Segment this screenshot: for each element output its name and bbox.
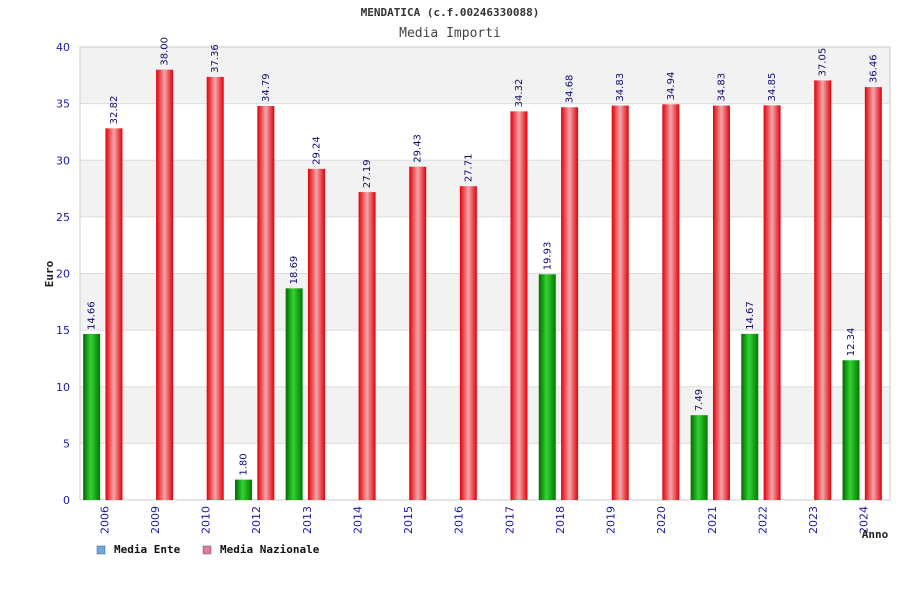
bar-media-nazionale: [864, 87, 882, 500]
bar-value-label: 38.00: [160, 37, 171, 66]
y-tick-label: 30: [56, 154, 70, 167]
bar-media-nazionale: [358, 192, 376, 501]
legend-label-media-ente: Media Ente: [114, 543, 181, 556]
chart-title: MENDATICA (c.f.00246330088): [361, 6, 540, 19]
bar-value-label: 34.94: [666, 72, 677, 101]
bar-value-label: 34.79: [261, 73, 272, 102]
y-tick-label: 35: [56, 98, 70, 111]
plot-border: [79, 46, 891, 501]
bar-value-label: 27.19: [362, 159, 373, 188]
bar-media-nazionale: [561, 107, 579, 501]
bar-media-nazionale: [763, 105, 781, 500]
bar-media-ente: [538, 274, 556, 500]
y-tick-label: 15: [56, 324, 70, 337]
bar-value-label: 29.43: [413, 134, 424, 163]
bar-media-nazionale: [156, 69, 174, 501]
bar-media-nazionale: [814, 80, 832, 500]
bar-value-label: 12.34: [846, 328, 857, 357]
y-tick-label: 25: [56, 211, 70, 224]
y-tick-label: 0: [63, 494, 70, 507]
bar-value-label: 27.71: [463, 154, 474, 183]
bar-media-nazionale: [257, 106, 275, 501]
x-axis-ticks: 2006 2009 2010 2012 2013 2014 2015 2016 2017 2018…: [98, 506, 870, 534]
x-tick-label: 2020: [655, 506, 668, 534]
x-tick-label: 2017: [503, 506, 516, 534]
x-tick-label: 2018: [554, 506, 567, 534]
x-tick-label: 2009: [149, 506, 162, 534]
legend: Media Ente Media Nazionale: [96, 543, 320, 556]
x-tick-label: 2016: [453, 506, 466, 534]
bars: [83, 69, 882, 501]
bar-media-ente: [285, 288, 303, 500]
bar-media-nazionale: [662, 104, 680, 500]
legend-swatch-media-nazionale: [202, 545, 212, 555]
y-tick-label: 40: [56, 41, 70, 54]
x-tick-label: 2015: [402, 506, 415, 534]
x-axis-label: Anno: [862, 528, 889, 541]
x-tick-label: 2010: [200, 506, 213, 534]
bar-value-label: 34.83: [716, 73, 727, 102]
chart-subtitle: Media Importi: [399, 26, 501, 41]
y-axis-label: Euro: [43, 260, 56, 287]
x-tick-label: 2013: [301, 506, 314, 534]
x-tick-label: 2012: [250, 506, 263, 534]
bar-value-label: 7.49: [694, 389, 705, 411]
bar-value-label: 19.93: [542, 242, 553, 271]
value-labels: 14.66 32.82 38.00 37.36 1.80 34.79 18.69 29.24 2…: [87, 37, 880, 476]
bar-media-nazionale: [206, 76, 224, 500]
bar-value-label: 34.68: [565, 75, 576, 104]
bar-media-nazionale: [105, 128, 123, 500]
bar-value-label: 34.32: [514, 79, 525, 108]
bar-value-label: 34.85: [767, 73, 778, 102]
legend-label-media-nazionale: Media Nazionale: [220, 543, 320, 556]
x-tick-label: 2014: [351, 506, 364, 534]
bar-value-label: 18.69: [289, 256, 300, 285]
bar-media-nazionale: [409, 166, 427, 500]
x-tick-label: 2023: [807, 506, 820, 534]
bar-value-label: 29.24: [311, 136, 322, 165]
bar-value-label: 14.67: [745, 301, 756, 330]
bar-media-nazionale: [307, 168, 325, 500]
bar-media-ente: [690, 415, 708, 500]
bar-media-ente: [83, 333, 101, 500]
y-tick-label: 5: [63, 437, 70, 450]
bar-media-nazionale: [611, 105, 629, 501]
y-axis-ticks: 0 5 10 15 20 25 30 35 40: [56, 41, 70, 507]
bar-media-ente: [235, 479, 253, 500]
bar-value-label: 37.36: [210, 44, 221, 73]
y-tick-label: 10: [56, 381, 70, 394]
bar-media-nazionale: [712, 105, 730, 501]
bar-value-label: 1.80: [239, 453, 250, 475]
bar-value-label: 36.46: [868, 54, 879, 83]
bar-media-nazionale: [459, 186, 477, 500]
bar-value-label: 34.83: [615, 73, 626, 102]
x-tick-label: 2024: [858, 506, 871, 534]
x-tick-label: 2021: [706, 506, 719, 534]
bar-media-nazionale: [510, 111, 528, 501]
bar-value-label: 32.82: [109, 96, 120, 125]
bar-media-ente: [741, 333, 759, 500]
x-tick-label: 2022: [756, 506, 769, 534]
legend-swatch-media-ente: [96, 545, 106, 555]
bar-value-label: 37.05: [818, 48, 829, 77]
x-tick-label: 2019: [605, 506, 618, 534]
x-tick-label: 2006: [98, 506, 111, 534]
bar-value-label: 14.66: [87, 301, 98, 330]
bar-media-ente: [842, 360, 860, 500]
y-tick-label: 20: [56, 268, 70, 281]
